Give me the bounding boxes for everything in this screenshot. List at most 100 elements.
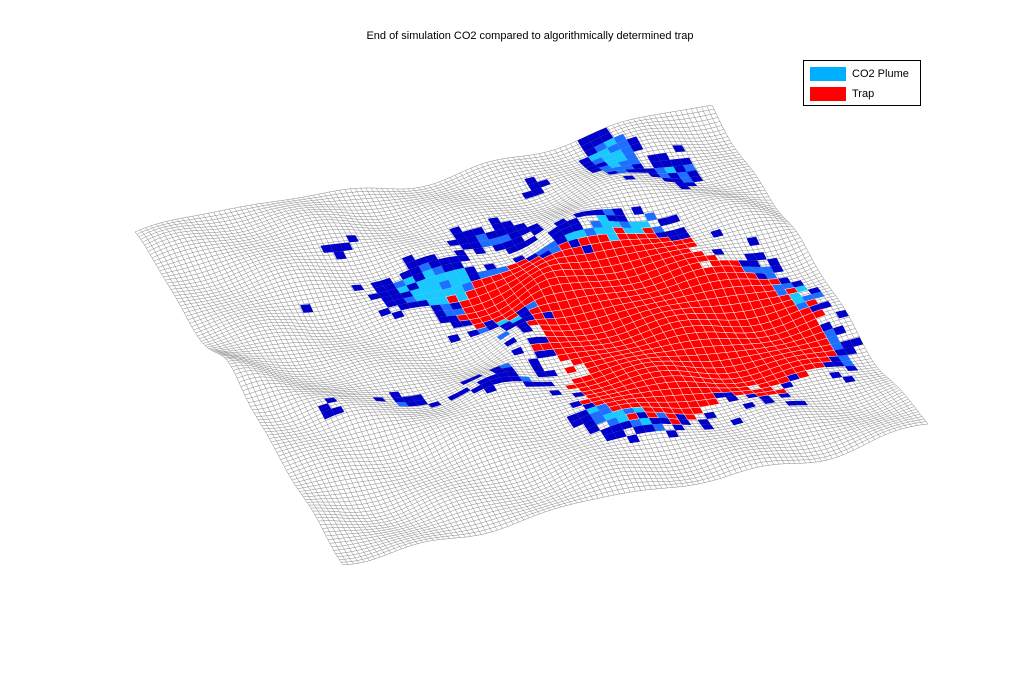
plume-cell <box>654 167 668 174</box>
plume-cell <box>651 226 665 234</box>
plume-cell <box>428 401 442 408</box>
plume-cell <box>661 177 675 183</box>
plume-cell <box>737 260 752 267</box>
plume-cell <box>603 137 617 148</box>
plume-cell <box>454 267 468 278</box>
plume-cell <box>821 361 836 368</box>
plume-cell <box>615 215 629 222</box>
plume-cell <box>607 143 621 154</box>
plume-cell <box>644 168 658 174</box>
plume-cell <box>665 430 679 438</box>
plume-cell <box>819 321 833 332</box>
plume-cell <box>646 154 661 163</box>
plume-cell <box>560 225 574 236</box>
plume-cell <box>627 157 641 165</box>
mesh-line <box>342 423 929 566</box>
plume-cell <box>527 358 541 366</box>
plume-cell <box>525 253 539 262</box>
plume-cell <box>461 281 475 293</box>
plume-cell <box>487 217 501 225</box>
plume-cell <box>794 285 808 293</box>
mesh-line <box>335 413 921 554</box>
plume-cell <box>677 232 691 240</box>
plume-cell <box>630 142 644 152</box>
plume-cell <box>686 170 700 178</box>
plume-cell <box>667 214 681 224</box>
plume-cell <box>593 227 607 235</box>
plume-cell <box>511 236 525 246</box>
trap-cell <box>823 350 839 357</box>
plume-cell <box>331 406 345 416</box>
plume-cell <box>405 260 419 270</box>
plume-cell <box>823 328 837 339</box>
plume-cell <box>472 226 486 236</box>
plume-cell <box>722 391 736 398</box>
plume-cell <box>400 291 414 299</box>
plume-cell <box>512 255 526 263</box>
plume-cell <box>469 374 483 381</box>
plume-cell <box>470 384 484 394</box>
plume-cell <box>830 342 844 351</box>
plume-cell <box>791 280 805 288</box>
plume-cell <box>840 339 854 349</box>
plume-cell <box>632 425 647 435</box>
plume-cell <box>624 151 638 161</box>
plume-cell <box>390 293 404 301</box>
plume-cell <box>492 368 506 374</box>
plume-cell <box>616 139 631 150</box>
plume-cell <box>764 272 778 280</box>
plume-cell <box>605 215 619 222</box>
plume-cell <box>667 172 681 179</box>
plume-cell <box>524 176 538 185</box>
legend-swatch-plume <box>810 67 846 81</box>
plume-cell <box>557 221 571 231</box>
mesh-line <box>325 401 911 537</box>
plume-cell <box>610 149 625 159</box>
plume-cell <box>425 275 439 286</box>
plume-cell <box>480 380 494 389</box>
plume-cell <box>452 232 466 240</box>
plume-cell <box>505 245 519 255</box>
plume-cell <box>849 337 864 347</box>
plume-cell <box>629 418 643 428</box>
plume-cell <box>725 395 739 402</box>
plume-cell <box>671 424 686 431</box>
plume-cell <box>751 266 765 274</box>
plume-cell <box>622 407 636 415</box>
plume-cell <box>701 424 715 430</box>
plume-cell <box>436 296 450 305</box>
plume-cell <box>457 255 471 262</box>
plume-cell <box>697 419 711 425</box>
plume-cell <box>527 223 541 232</box>
plume-cell <box>744 253 758 261</box>
plume-cell <box>527 182 541 191</box>
plume-cell <box>622 175 636 180</box>
plume-cell <box>446 239 460 246</box>
mesh-line <box>322 396 907 529</box>
plume-cell <box>576 409 590 419</box>
plume-cell <box>678 419 692 425</box>
plume-cell <box>566 413 580 423</box>
plume-cell <box>430 304 444 312</box>
plume-cell <box>644 212 658 222</box>
plume-cell <box>531 187 545 197</box>
plume-cell <box>330 243 344 253</box>
trap-cell <box>767 278 782 286</box>
plume-cell <box>443 309 457 317</box>
plume-cell <box>771 284 785 291</box>
trap-cell <box>784 287 799 295</box>
plume-cell <box>711 248 725 255</box>
plume-cell <box>747 260 761 267</box>
trap-cell <box>776 375 791 385</box>
plume-cell <box>590 136 604 148</box>
plume-cell <box>450 321 464 329</box>
mesh-line <box>327 403 913 540</box>
plume-cell <box>514 223 528 231</box>
plume-cell <box>405 401 419 407</box>
plume-cell <box>663 166 677 174</box>
plume-cell <box>586 406 600 415</box>
legend-entry-plume: CO2 Plume <box>810 66 909 82</box>
plume-cell <box>582 210 596 216</box>
plume-cell <box>411 394 425 402</box>
